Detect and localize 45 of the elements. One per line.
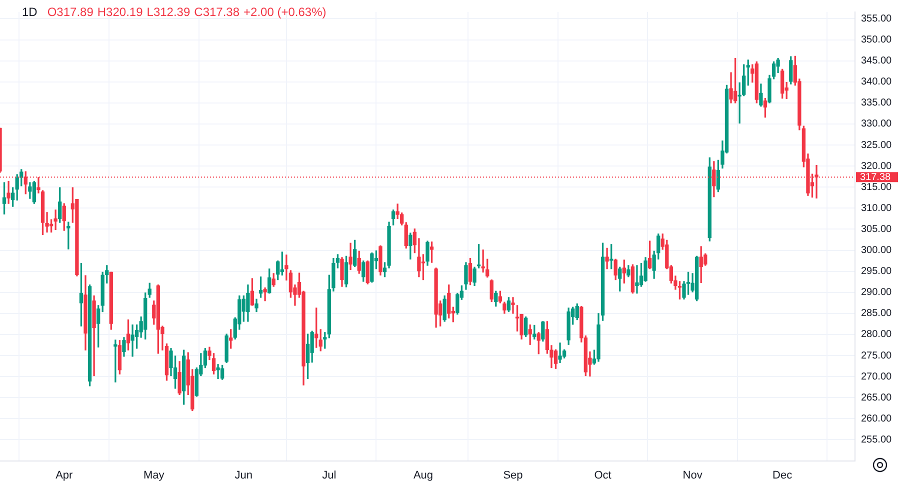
x-tick-label: Nov [682, 469, 703, 482]
y-tick-label: 300.00 [861, 245, 892, 256]
annotation: H320.19 [97, 5, 143, 19]
chart-title: 1D [22, 5, 38, 19]
y-tick-label: 310.00 [861, 202, 892, 214]
y-tick-label: 270.00 [861, 371, 892, 382]
x-tick-label: Dec [772, 469, 793, 482]
candlestick [511, 297, 515, 314]
y-tick-label: 255.00 [861, 434, 892, 446]
y-tick-label: 315.00 [861, 182, 892, 193]
y-tick-label: 335.00 [861, 98, 892, 109]
y-tick-label: 345.00 [861, 56, 892, 67]
x-tick-label: Sep [503, 469, 523, 482]
y-tick-label: 355.00 [861, 13, 892, 24]
annotation: C317.38 [194, 5, 240, 19]
candlestick [635, 265, 639, 294]
annotation: +2.00 (+0.63%) [244, 5, 326, 19]
y-tick-label: 265.00 [861, 392, 892, 404]
x-tick-label: May [144, 469, 165, 482]
x-tick-label: Aug [413, 469, 434, 482]
y-tick-label: 260.00 [861, 413, 892, 424]
candlestick [54, 210, 58, 230]
y-tick-label: 285.00 [861, 308, 892, 320]
y-tick-label: 330.00 [861, 118, 892, 130]
candlestick [558, 342, 562, 364]
annotation: L312.39 [146, 5, 190, 19]
y-tick-label: 280.00 [861, 329, 892, 340]
annotation: O317.89 [47, 5, 94, 19]
y-tick-label: 275.00 [861, 350, 892, 362]
y-tick-label: 350.00 [861, 34, 892, 46]
ref-line-label: 317.38 [860, 172, 892, 183]
x-tick-label: Jul [322, 469, 336, 482]
y-tick-label: 340.00 [861, 76, 892, 88]
y-tick-label: 320.00 [861, 160, 892, 172]
x-tick-label: Jun [234, 469, 253, 482]
y-tick-label: 290.00 [861, 287, 892, 298]
candlestick [114, 340, 118, 382]
y-tick-label: 295.00 [861, 266, 892, 278]
candlestick [216, 364, 220, 380]
y-tick-label: 325.00 [861, 140, 892, 151]
x-tick-label: Apr [56, 469, 74, 482]
y-tick-label: 305.00 [861, 224, 892, 235]
candlestick [130, 324, 134, 357]
candlestick [605, 248, 609, 270]
x-tick-label: Oct [594, 469, 612, 482]
